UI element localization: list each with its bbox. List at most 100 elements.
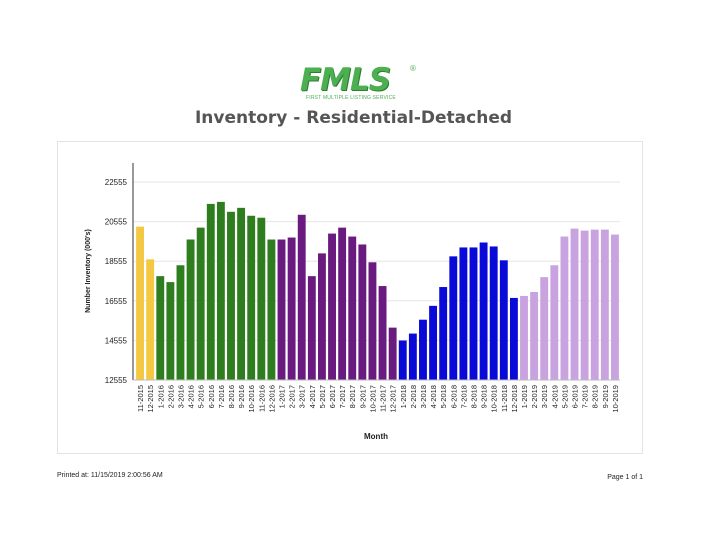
x-tick-label: 12-2015 (146, 385, 155, 413)
bar-12-2018 (509, 297, 518, 380)
y-tick-labels: 12555 14555 16555 18555 20555 22555 (105, 178, 128, 385)
x-tick-label: 6-2019 (571, 385, 580, 408)
bar-8-2018 (469, 247, 478, 380)
bar-7-2017 (338, 227, 347, 380)
x-tick-label: 11-2018 (500, 385, 509, 412)
x-tick-label: 4-2017 (308, 385, 317, 408)
x-tick-label: 12-2017 (389, 385, 398, 413)
x-tick-label: 2-2019 (530, 385, 539, 408)
y-tick-label: 20555 (105, 218, 128, 227)
bar-8-2016 (227, 211, 235, 380)
x-tick-label: 5-2019 (560, 385, 569, 408)
y-tick-label: 22555 (105, 178, 128, 187)
bar-8-2019 (590, 229, 599, 380)
x-tick-label: 8-2019 (591, 385, 600, 408)
x-tick-label: 1-2018 (399, 385, 408, 408)
x-tick-label: 6-2018 (449, 385, 458, 408)
bar-8-2017 (348, 236, 357, 380)
axes (132, 163, 620, 381)
bar-11-2018 (499, 260, 508, 380)
y-tick-label: 16555 (105, 297, 128, 306)
x-tick-label: 9-2016 (237, 385, 246, 408)
x-tick-label: 3-2017 (298, 385, 307, 408)
x-tick-label: 4-2018 (429, 385, 438, 408)
x-tick-label: 7-2019 (581, 385, 590, 408)
x-tick-label: 4-2019 (550, 385, 559, 408)
bar-10-2017 (368, 262, 377, 380)
bar-3-2016 (176, 265, 185, 380)
bar-11-2016 (257, 217, 266, 380)
bar-1-2017 (277, 239, 286, 380)
x-tick-label: 7-2018 (459, 385, 468, 408)
y-tick-label: 12555 (105, 376, 128, 385)
x-tick-label: 7-2017 (338, 385, 347, 408)
logo-text: FMLS (300, 62, 391, 98)
fmls-logo: FMLS ® FIRST MULTIPLE LISTING SERVICE (300, 64, 420, 104)
bar-7-2019 (580, 230, 589, 380)
bar-10-2016 (247, 215, 256, 380)
x-tick-label: 8-2017 (348, 385, 357, 408)
x-tick-label: 5-2017 (318, 385, 327, 408)
bar-5-2018 (439, 287, 448, 380)
bar-2-2018 (408, 333, 417, 380)
y-tick-label: 14555 (105, 336, 128, 345)
x-tick-labels: 11-2015 12-2015 1-2016 2-2016 3-2016 4-2016 5-… (136, 385, 620, 413)
bar-5-2016 (196, 227, 205, 380)
bar-12-2017 (388, 327, 397, 380)
x-tick-label: 9-2019 (601, 385, 610, 408)
bar-4-2018 (429, 305, 438, 380)
bar-6-2017 (328, 233, 336, 380)
x-tick-label: 3-2018 (419, 385, 428, 408)
bar-9-2017 (358, 244, 367, 380)
x-tick-label: 9-2018 (480, 385, 489, 408)
x-tick-label: 10-2018 (490, 385, 499, 413)
bar-2-2016 (166, 282, 175, 380)
bar-1-2016 (156, 276, 165, 380)
bar-9-2016 (237, 207, 246, 380)
bar-11-2015 (136, 226, 144, 380)
x-tick-label: 5-2018 (439, 385, 448, 408)
x-tick-label: 12-2016 (267, 385, 276, 413)
bar-11-2017 (378, 286, 387, 380)
x-tick-label: 10-2017 (368, 385, 377, 413)
x-tick-label: 3-2016 (176, 385, 185, 408)
bar-3-2018 (419, 319, 427, 380)
page-number: Page 1 of 1 (607, 474, 643, 481)
bar-6-2018 (449, 256, 458, 380)
bar-3-2019 (540, 277, 549, 380)
x-tick-label: 2-2018 (409, 385, 418, 408)
bar-1-2019 (520, 295, 528, 380)
x-tick-label: 11-2017 (379, 385, 388, 412)
x-tick-label: 8-2016 (227, 385, 236, 408)
bar-9-2019 (600, 229, 609, 380)
x-tick-label: 2-2016 (166, 385, 175, 408)
report-title: Inventory - Residential-Detached (194, 108, 513, 128)
bar-9-2018 (479, 242, 488, 380)
x-tick-label: 11-2016 (257, 385, 266, 412)
bar-6-2016 (206, 203, 215, 380)
x-tick-label: 11-2015 (136, 385, 145, 412)
x-tick-label: 9-2017 (358, 385, 367, 408)
x-tick-label: 3-2019 (540, 385, 549, 408)
bar-2-2019 (530, 291, 539, 380)
x-tick-label: 4-2016 (187, 385, 196, 408)
bar-12-2015 (146, 259, 155, 380)
x-tick-label: 5-2016 (197, 385, 206, 408)
x-tick-label: 10-2019 (611, 385, 620, 413)
bar-10-2019 (611, 234, 619, 380)
x-tick-label: 10-2016 (247, 385, 256, 413)
logo-tagline: FIRST MULTIPLE LISTING SERVICE (306, 95, 396, 101)
x-tick-label: 12-2018 (510, 385, 519, 413)
x-tick-label: 8-2018 (469, 385, 478, 408)
bar-3-2017 (297, 214, 306, 380)
bar-5-2019 (560, 236, 569, 380)
bar-7-2018 (459, 247, 468, 380)
bar-7-2016 (216, 201, 225, 380)
logo-registered-mark: ® (410, 64, 416, 73)
x-tick-label: 1-2017 (278, 385, 287, 408)
x-tick-label: 7-2016 (217, 385, 226, 408)
bar-2-2017 (287, 237, 296, 380)
x-tick-label: 1-2016 (156, 385, 165, 408)
bar-4-2017 (307, 276, 316, 380)
chart-frame (57, 141, 643, 454)
